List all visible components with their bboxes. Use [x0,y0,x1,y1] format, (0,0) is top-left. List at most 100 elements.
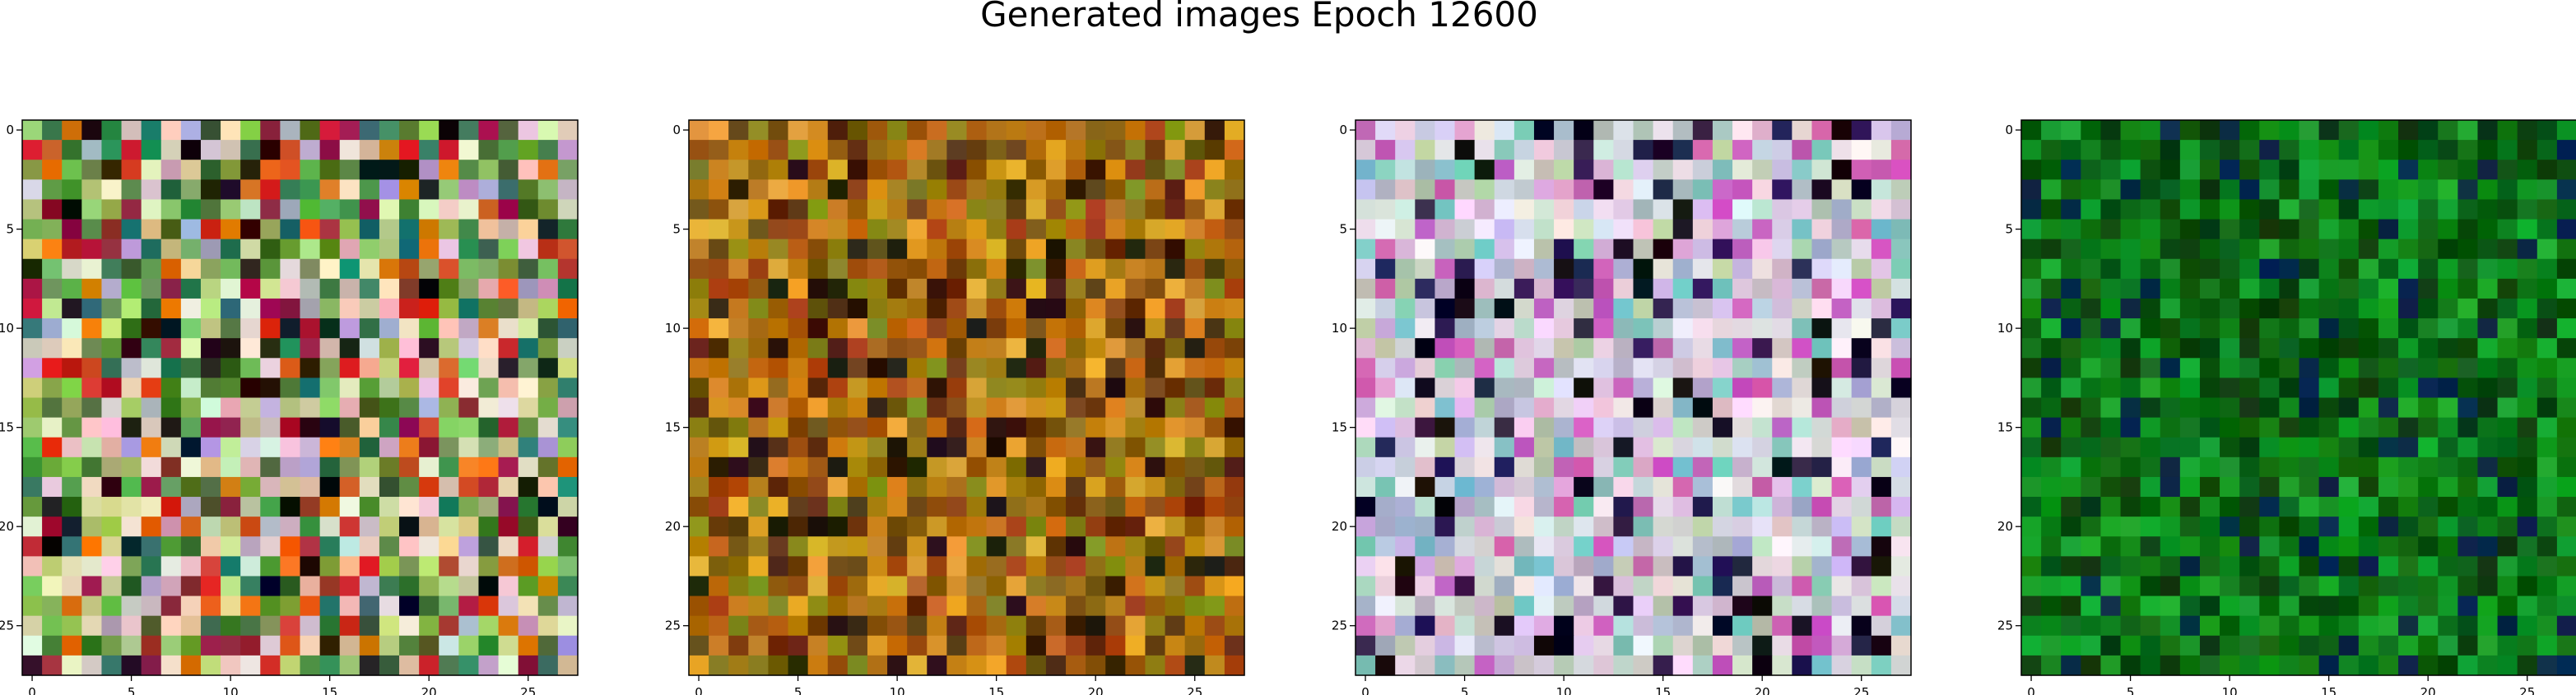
pixel-cell [518,219,539,240]
pixel-cell [1105,298,1126,319]
pixel-cell [986,160,1007,180]
x-tick-label: 20 [1088,685,1104,695]
pixel-cell [2021,219,2042,240]
pixel-cell [1125,258,1146,280]
pixel-cell [1653,140,1674,160]
pixel-cell [121,635,142,656]
pixel-cell [1204,497,1225,517]
pixel-cell [439,437,459,458]
pixel-cell [827,298,849,319]
pixel-cell [1204,358,1225,378]
pixel-cell [359,576,380,597]
pixel-cell [1811,437,1833,458]
pixel-cell [946,160,968,180]
pixel-cell [1105,378,1126,399]
pixel-cell [300,517,321,537]
pixel-cell [200,417,221,438]
pixel-cell [221,517,241,537]
pixel-cell [537,615,559,637]
pixel-cell [498,635,519,656]
pixel-cell [2239,476,2260,498]
pixel-cell [200,595,221,617]
pixel-cell [748,239,770,260]
pixel-cell [1224,517,1245,537]
pixel-cell [1613,219,1634,240]
pixel-cell [1692,160,1713,180]
pixel-cell [2140,278,2161,299]
pixel-cell [2160,318,2181,339]
pixel-cell [498,595,519,617]
pixel-cell [141,219,162,240]
pixel-cell [141,635,162,656]
pixel-cell [1395,239,1416,260]
pixel-cell [1395,417,1416,438]
pixel-cell [1574,556,1594,577]
pixel-cell [2021,456,2042,478]
pixel-cell [2378,358,2399,378]
pixel-cell [2477,476,2499,498]
pixel-cell [1204,140,1225,160]
pixel-cell [359,120,380,141]
pixel-cell [1006,556,1027,577]
pixel-cell [2220,456,2240,478]
pixel-cell [141,576,162,597]
pixel-cell [1494,556,1515,577]
pixel-cell [2220,358,2240,378]
pixel-cell [2438,476,2458,498]
pixel-cell [1554,258,1574,280]
pixel-cell [709,615,729,637]
pixel-cell [1045,456,1067,478]
pixel-cell [1613,258,1634,280]
pixel-cell [1633,497,1654,517]
pixel-cell [62,160,82,180]
pixel-cell [788,140,809,160]
pixel-cell [518,358,539,378]
pixel-cell [2378,160,2399,180]
pixel-cell [2041,298,2062,319]
pixel-cell [439,456,459,478]
pixel-cell [788,258,809,280]
pixel-cell [847,258,868,280]
pixel-cell [62,278,82,299]
pixel-cell [689,358,709,378]
pixel-cell [2120,476,2141,498]
pixel-cell [1712,417,1733,438]
pixel-cell [1355,556,1376,577]
pixel-cell [2318,517,2340,537]
pixel-cell [1593,517,1614,537]
pixel-cell [419,219,439,240]
y-tick-label: 0 [1339,123,1347,137]
pixel-cell [518,140,539,160]
pixel-cell [709,160,729,180]
pixel-cell [788,476,809,498]
pixel-cell [1006,199,1027,220]
pixel-cell [1454,517,1476,537]
pixel-cell [2398,497,2419,517]
pixel-cell [62,397,82,419]
pixel-cell [1125,318,1146,339]
pixel-cell [1574,160,1594,180]
pixel-cell [2199,258,2220,280]
pixel-cell [807,278,829,299]
pixel-cell [2061,655,2081,676]
pixel-cell [1672,239,1694,260]
pixel-cell [160,517,182,537]
pixel-cell [2041,595,2062,617]
pixel-cell [22,556,43,577]
pixel-cell [399,338,420,359]
pixel-cell [537,298,559,319]
pixel-cell [2378,556,2399,577]
pixel-cell [2536,160,2558,180]
pixel-cell [1165,278,1186,299]
pixel-cell [2418,140,2439,160]
pixel-cell [1474,298,1495,319]
pixel-cell [141,298,162,319]
pixel-cell [1712,397,1733,419]
pixel-cell [1653,397,1674,419]
pixel-cell [557,318,579,339]
pixel-cell [689,595,709,617]
pixel-cell [458,120,480,141]
pixel-cell [1066,615,1086,637]
pixel-cell [458,615,480,637]
